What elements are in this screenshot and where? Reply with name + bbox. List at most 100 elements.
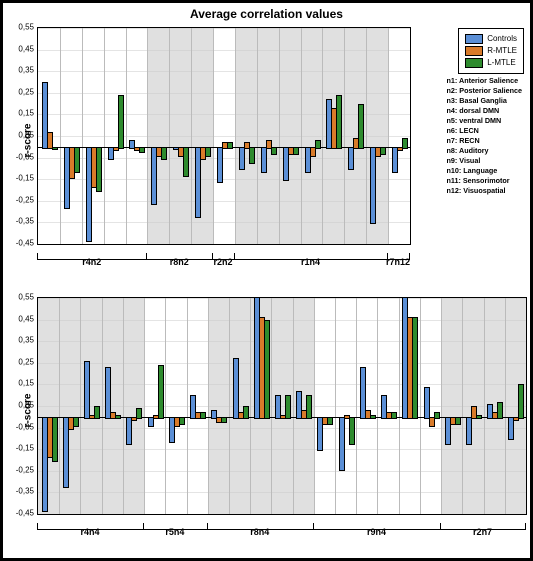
bar-lmtle (52, 147, 58, 150)
xtick-label: r5n5 (446, 514, 458, 515)
bar-lmtle (161, 147, 167, 160)
bar-lmtle (434, 412, 440, 418)
xtick-label: r4n2 (262, 244, 274, 245)
bar-lmtle (370, 415, 376, 419)
xtick-label: r4n2 (43, 514, 55, 515)
xtick-label: r3n4 (174, 244, 186, 245)
bar-lmtle (391, 412, 397, 418)
xtick-label: r4n4 (361, 514, 373, 515)
bar-controls (339, 417, 345, 471)
bar-lmtle (94, 406, 100, 419)
xtick-label: r8n2 (64, 514, 76, 515)
bar-controls (348, 147, 354, 171)
xtick-label: r7n12 (126, 514, 141, 515)
bar-lmtle (183, 147, 189, 177)
ytick-label: -0,05 (16, 152, 37, 161)
bar-controls (126, 417, 132, 445)
xtick-label: r5n4 (382, 514, 394, 515)
bar-lmtle (327, 417, 333, 425)
group-label: r9n4 (367, 527, 386, 537)
bar-controls (370, 147, 376, 225)
chart-title: Average correlation values (3, 7, 530, 21)
xtick-label: r1n4 (340, 514, 352, 515)
bar-lmtle (73, 417, 79, 428)
xtick-label: r2n6 (170, 514, 182, 515)
ytick-label: -0,35 (16, 217, 37, 226)
bar-lmtle (243, 406, 249, 419)
xtick-label: r5n4 (109, 244, 121, 245)
bar-lmtle (315, 140, 321, 148)
ytick-label: 0,15 (18, 379, 37, 388)
bar-lmtle (136, 408, 142, 419)
ytick-label: 0,25 (18, 87, 37, 96)
xtick-label: r1n5 (425, 514, 437, 515)
bar-controls (261, 147, 267, 173)
xtick-label: r1n4 (152, 244, 164, 245)
xtick-label: r2n5 (297, 514, 309, 515)
group-label: r1n4 (301, 257, 320, 267)
bar-lmtle (476, 415, 482, 419)
ytick-label: -0,15 (16, 444, 37, 453)
ytick-label: 0,15 (18, 109, 37, 118)
xtick-label: r4n4 (87, 244, 99, 245)
bar-lmtle (293, 147, 299, 155)
xtick-label: r6n12 (369, 244, 384, 245)
ytick-label: 0,35 (18, 66, 37, 75)
bar-lmtle (336, 95, 342, 149)
bar-lmtle (205, 147, 211, 158)
bar-controls (105, 367, 111, 419)
group-label: r5n4 (165, 527, 184, 537)
xtick-label: r2n5 (509, 514, 521, 515)
ytick-label: -0,15 (16, 174, 37, 183)
bar-lmtle (227, 142, 233, 148)
xtick-label: r3n2 (240, 244, 252, 245)
ytick-label: -0,35 (16, 487, 37, 496)
bar-controls (239, 147, 245, 171)
xtick-label: r4n2 (149, 514, 161, 515)
bar-controls (84, 361, 90, 419)
ytick-label: 0,25 (18, 357, 37, 366)
xtick-label: r4n4 (196, 244, 208, 245)
xtick-label: r8n4 (130, 244, 142, 245)
bar-lmtle (455, 417, 461, 425)
xtick-label: r9n4 (106, 514, 118, 515)
ytick-label: 0,55 (18, 23, 37, 32)
bottom-plot-area: r4n2 r8n2 r8n4 r9n4 r7n12 r4n2 r2n6 r9n4 r4n2 r4n… (37, 297, 527, 515)
xtick-label: r9n4 (255, 514, 267, 515)
bar-lmtle (380, 147, 386, 155)
top-plot-area: r2n2r1n4r4n4r5n4r8n4r1n4r3n4r4n4r2n2r3n2… (37, 27, 411, 245)
bar-lmtle (115, 415, 121, 419)
xtick-label: r2n2 (43, 244, 55, 245)
xtick-label: r4n2 (212, 514, 224, 515)
xtick-label: r8n4 (85, 514, 97, 515)
xtick-label: r8n2 (318, 514, 330, 515)
group-label: r4n4 (81, 527, 100, 537)
ytick-label: 0,05 (18, 401, 37, 410)
bar-lmtle (158, 365, 164, 419)
bar-lmtle (179, 417, 185, 425)
ytick-label: 0,05 (18, 131, 37, 140)
bar-lmtle (271, 147, 277, 155)
xtick-label: r2n2 (218, 244, 230, 245)
bar-lmtle (118, 95, 124, 149)
ytick-label: -0,25 (16, 195, 37, 204)
xtick-label: r1n5 (467, 514, 479, 515)
ytick-label: -0,45 (16, 509, 37, 518)
bar-controls (424, 387, 430, 419)
bar-controls (466, 417, 472, 445)
bar-lmtle (306, 395, 312, 419)
bar-lmtle (412, 317, 418, 418)
bar-lmtle (200, 412, 206, 418)
xtick-label: r8n4 (403, 514, 415, 515)
xtick-label: r3n7 (327, 244, 339, 245)
group-label: r8n4 (250, 527, 269, 537)
ytick-label: 0,45 (18, 44, 37, 53)
xtick-label: r1n5 (488, 514, 500, 515)
group-label: r4n2 (82, 257, 101, 267)
ytick-label: 0,45 (18, 314, 37, 323)
xtick-label: r2n6 (306, 244, 318, 245)
xtick-label: r3n12 (348, 244, 363, 245)
bar-lmtle (264, 320, 270, 419)
bar-lmtle (497, 402, 503, 419)
bar-lmtle (139, 147, 145, 153)
